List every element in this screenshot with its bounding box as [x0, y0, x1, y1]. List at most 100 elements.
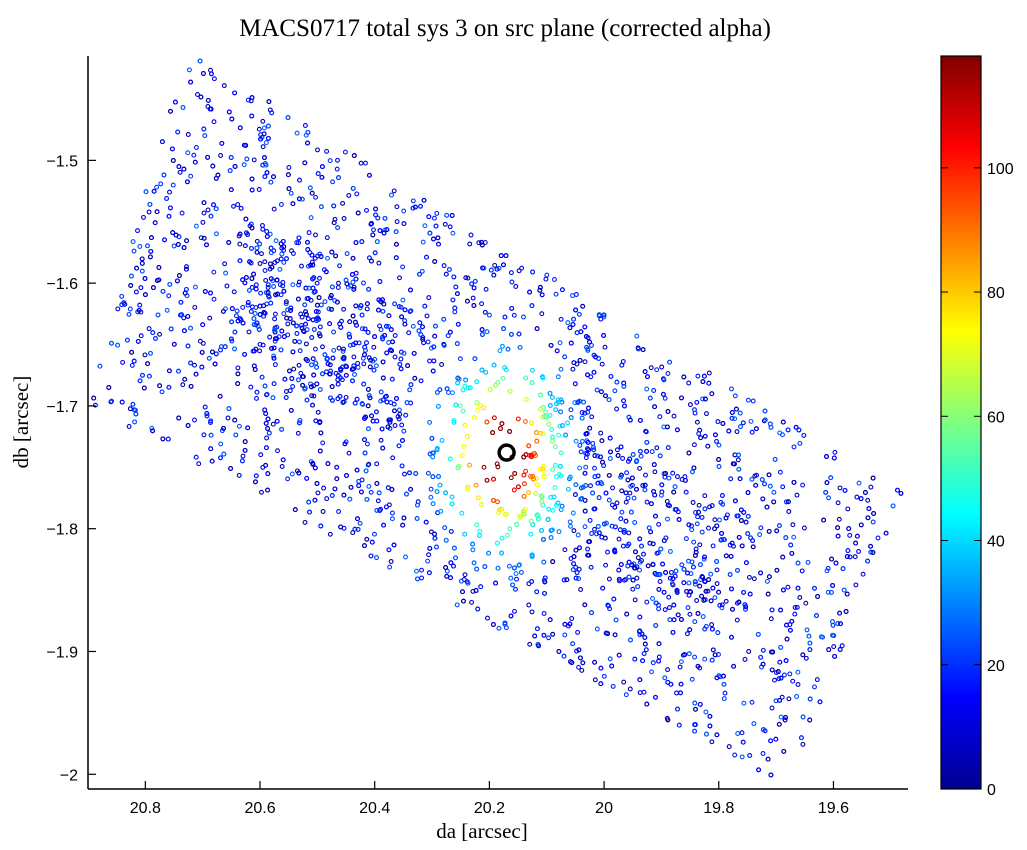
- scatter-point: [749, 429, 755, 435]
- scatter-point: [329, 493, 335, 498]
- scatter-point: [546, 635, 552, 641]
- scatter-point: [511, 312, 517, 318]
- scatter-point: [575, 399, 581, 405]
- scatter-point: [148, 350, 153, 356]
- scatter-point: [388, 559, 394, 564]
- scatter-point: [432, 531, 437, 537]
- scatter-point: [463, 275, 469, 281]
- scatter-point: [697, 542, 703, 548]
- scatter-point: [329, 397, 335, 403]
- scatter-point: [460, 387, 466, 393]
- scatter-point: [731, 663, 737, 669]
- scatter-point: [682, 652, 688, 658]
- scatter-point: [298, 322, 304, 328]
- scatter-point: [231, 289, 237, 295]
- scatter-point: [626, 559, 632, 565]
- scatter-point: [280, 238, 286, 244]
- scatter-point: [350, 378, 355, 384]
- scatter-point: [292, 338, 298, 344]
- scatter-point: [500, 375, 506, 381]
- scatter-point: [764, 578, 770, 584]
- scatter-point: [568, 340, 574, 346]
- scatter-point: [560, 423, 565, 429]
- scatter-point: [639, 558, 644, 563]
- scatter-point: [546, 506, 552, 512]
- scatter-point: [732, 752, 738, 758]
- scatter-point: [690, 564, 696, 570]
- scatter-point: [656, 572, 661, 577]
- scatter-point: [474, 400, 480, 406]
- scatter-point: [825, 565, 831, 571]
- scatter-point: [513, 284, 519, 289]
- scatter-point: [389, 376, 395, 382]
- scatter-point: [406, 330, 412, 336]
- scatter-point: [266, 294, 272, 300]
- scatter-point: [540, 431, 546, 437]
- scatter-point: [790, 678, 796, 684]
- scatter-point: [778, 675, 784, 681]
- scatter-point: [443, 565, 449, 570]
- scatter-point: [148, 248, 154, 254]
- scatter-point: [625, 495, 631, 501]
- scatter-point: [870, 475, 876, 481]
- scatter-point: [511, 565, 517, 571]
- scatter-point: [322, 299, 328, 305]
- scatter-point: [362, 352, 367, 358]
- scatter-point: [572, 381, 578, 387]
- scatter-point: [177, 169, 183, 175]
- scatter-point: [721, 696, 727, 702]
- scatter-point: [445, 333, 451, 339]
- scatter-point: [365, 329, 371, 335]
- scatter-point: [204, 411, 210, 416]
- scatter-point: [743, 560, 749, 566]
- scatter-point: [627, 456, 633, 462]
- scatter-point: [555, 500, 561, 506]
- y-tick-label: −1.6: [46, 276, 78, 293]
- scatter-point: [501, 262, 506, 268]
- scatter-point: [493, 580, 499, 586]
- scatter-point: [188, 173, 194, 179]
- scatter-point: [284, 315, 290, 321]
- scatter-point: [664, 424, 670, 430]
- scatter-point: [368, 489, 374, 495]
- scatter-point: [665, 667, 671, 673]
- scatter-point: [450, 230, 456, 236]
- scatter-point: [465, 385, 471, 391]
- scatter-point: [320, 371, 325, 377]
- scatter-point: [584, 451, 590, 457]
- scatter-point: [495, 565, 501, 571]
- scatter-point: [469, 599, 475, 605]
- scatter-point: [628, 509, 634, 515]
- scatter-point: [217, 393, 223, 399]
- scatter-point: [538, 406, 544, 412]
- scatter-point: [271, 355, 277, 361]
- scatter-point: [741, 589, 747, 595]
- scatter-point: [257, 261, 263, 266]
- scatter-point: [624, 611, 630, 617]
- scatter-point: [454, 602, 460, 608]
- scatter-point: [564, 577, 570, 583]
- scatter-point: [271, 345, 277, 351]
- scatter-point: [451, 545, 457, 551]
- scatter-point: [124, 337, 130, 343]
- scatter-point: [495, 499, 500, 505]
- scatter-point: [578, 329, 584, 335]
- scatter-point: [130, 239, 136, 245]
- scatter-point: [739, 730, 745, 736]
- scatter-point: [305, 247, 311, 252]
- scatter-point: [506, 563, 512, 569]
- scatter-point: [355, 360, 361, 366]
- scatter-point: [743, 606, 748, 612]
- scatter-point: [676, 517, 682, 522]
- scatter-point: [185, 313, 191, 319]
- scatter-point: [175, 242, 181, 247]
- scatter-point: [542, 590, 547, 596]
- scatter-point: [161, 172, 167, 178]
- scatter-point: [312, 465, 318, 471]
- scatter-point: [465, 580, 471, 586]
- scatter-point: [661, 377, 667, 383]
- scatter-point: [262, 174, 268, 180]
- x-axis-label: da [arcsec]: [436, 819, 528, 843]
- scatter-point: [126, 424, 132, 429]
- scatter-point: [301, 328, 306, 334]
